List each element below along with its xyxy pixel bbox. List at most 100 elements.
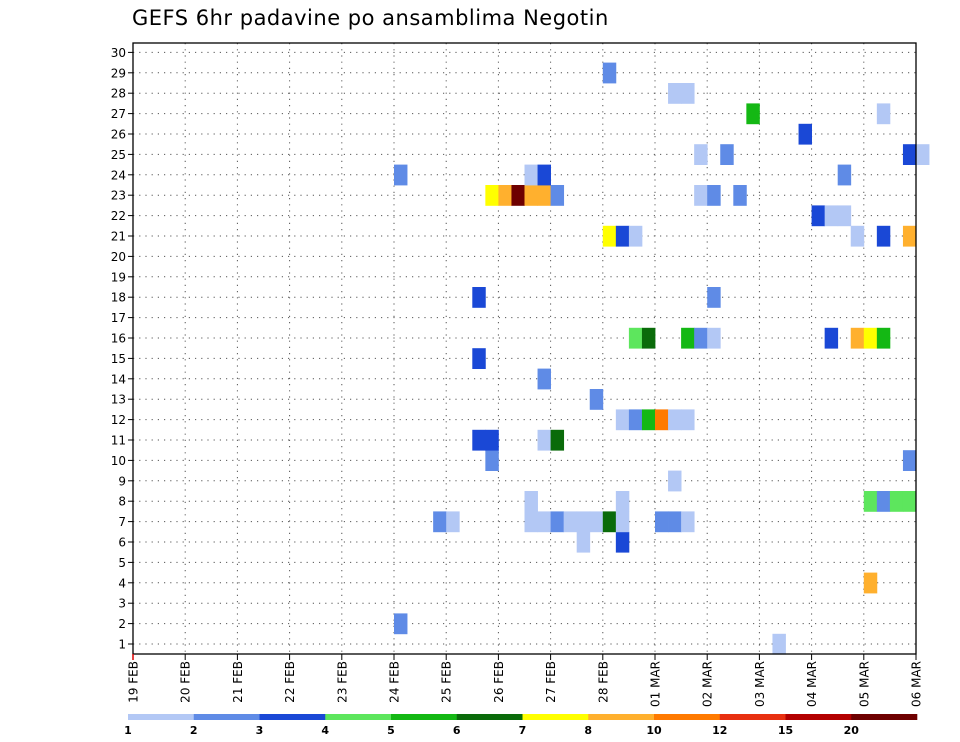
y-tick-label: 10: [111, 454, 126, 468]
heatmap-cell: [641, 327, 656, 349]
colorbar-tick-label: 6: [453, 724, 461, 737]
heatmap-cell: [511, 185, 525, 206]
x-tick-label: 28 FEB: [596, 661, 610, 703]
y-tick-label: 2: [118, 617, 126, 631]
heatmap-cell: [668, 470, 682, 492]
y-tick-label: 4: [118, 576, 126, 590]
colorbar-segment: [128, 714, 195, 720]
x-tick-label: 05 MAR: [857, 661, 871, 707]
colorbar-segment: [259, 714, 326, 720]
y-tick-label: 1: [118, 638, 126, 652]
y-tick-label: 16: [111, 332, 126, 346]
y-tick-label: 21: [111, 230, 126, 244]
heatmap-cell: [537, 429, 551, 451]
heatmap-cell: [876, 225, 891, 247]
heatmap-cell: [681, 83, 695, 104]
heatmap-cell: [902, 450, 917, 471]
heatmap-cell: [550, 185, 565, 206]
heatmap-cell: [615, 511, 630, 533]
heatmap-cell: [694, 144, 708, 165]
colorbar-segment: [719, 714, 786, 720]
y-tick-label: 14: [111, 372, 126, 386]
heatmap-cell: [655, 511, 669, 533]
colorbar-segment: [193, 714, 260, 720]
heatmap-cell: [433, 511, 447, 533]
y-tick-label: 9: [118, 474, 126, 488]
colorbar-segment: [654, 714, 721, 720]
heatmap-cell: [681, 409, 695, 431]
heatmap-cell: [641, 409, 656, 431]
colorbar-tick-label: 4: [321, 724, 329, 737]
x-tick-label: 03 MAR: [753, 661, 767, 707]
heatmap-cell: [850, 225, 865, 247]
heatmap-cell: [628, 225, 643, 247]
heatmap-cell: [550, 429, 565, 451]
heatmap-cell: [615, 225, 630, 247]
colorbar-segment: [325, 714, 392, 720]
heatmap-cell: [837, 164, 852, 186]
y-tick-label: 22: [111, 209, 126, 223]
x-tick-label: 27 FEB: [544, 661, 558, 703]
heatmap-cell: [615, 409, 630, 431]
heatmap-cell: [537, 164, 551, 186]
y-tick-label: 6: [118, 536, 126, 550]
heatmap-cell: [902, 225, 917, 247]
heatmap-cell: [602, 511, 617, 533]
y-tick-label: 3: [118, 597, 126, 611]
heatmap-cell: [576, 531, 591, 553]
heatmap-cell: [707, 185, 721, 206]
y-tick-label: 5: [118, 556, 126, 570]
heatmap-cell: [537, 185, 551, 206]
y-tick-label: 18: [111, 291, 126, 305]
heatmap-cells: [394, 62, 930, 655]
heatmap-cell: [550, 511, 565, 533]
colorbar-tick-label: 8: [584, 724, 592, 737]
colorbar-tick-label: 7: [519, 724, 527, 737]
x-tick-label: 04 MAR: [805, 661, 819, 707]
x-tick-label: 19 FEB: [127, 661, 141, 703]
heatmap-cell: [485, 429, 499, 451]
chart-title: GEFS 6hr padavine po ansamblima Negotin: [132, 6, 609, 30]
heatmap-cell: [602, 62, 617, 84]
heatmap-cell: [889, 491, 904, 512]
heatmap-cell: [485, 185, 499, 206]
heatmap-cell: [524, 491, 538, 512]
colorbar-segment: [785, 714, 852, 720]
x-tick-label: 21 FEB: [231, 661, 245, 703]
heatmap-cell: [668, 409, 682, 431]
x-tick-label: 02 MAR: [701, 661, 715, 707]
plot-frame: [132, 42, 917, 655]
x-tick-label: 22 FEB: [283, 661, 297, 703]
colorbar-segment: [851, 714, 918, 720]
y-axis-ticks: 1234567891011121314151617181920212223242…: [111, 46, 133, 652]
colorbar-tick-label: 3: [256, 724, 264, 737]
heatmap-cell: [772, 633, 786, 655]
heatmap-cell: [498, 185, 512, 206]
heatmap-cell: [524, 164, 538, 186]
y-tick-label: 12: [111, 413, 126, 427]
heatmap-cell: [902, 491, 917, 512]
colorbar-tick-label: 12: [712, 724, 727, 737]
x-tick-label: 24 FEB: [388, 661, 402, 703]
colorbar-tick-label: 15: [778, 724, 793, 737]
x-tick-label: 23 FEB: [335, 661, 349, 703]
plot-border: [132, 42, 917, 655]
colorbar-segment: [456, 714, 523, 720]
colorbar-tick-label: 2: [190, 724, 198, 737]
heatmap-cell: [824, 205, 839, 227]
heatmap-cell: [863, 491, 878, 512]
heatmap-cell: [628, 327, 643, 349]
heatmap-cell: [394, 164, 408, 186]
heatmap-cell: [720, 144, 734, 165]
colorbar-tick-label: 20: [844, 724, 860, 737]
x-tick-label: 01 MAR: [649, 661, 663, 707]
x-tick-label: 25 FEB: [440, 661, 454, 703]
heatmap-cell: [850, 327, 865, 349]
heatmap-cell: [707, 287, 721, 308]
heatmap-cell: [537, 368, 551, 390]
y-tick-label: 13: [111, 393, 126, 407]
heatmap-cell: [655, 409, 669, 431]
y-tick-label: 29: [111, 66, 126, 80]
heatmap-cell: [733, 185, 747, 206]
